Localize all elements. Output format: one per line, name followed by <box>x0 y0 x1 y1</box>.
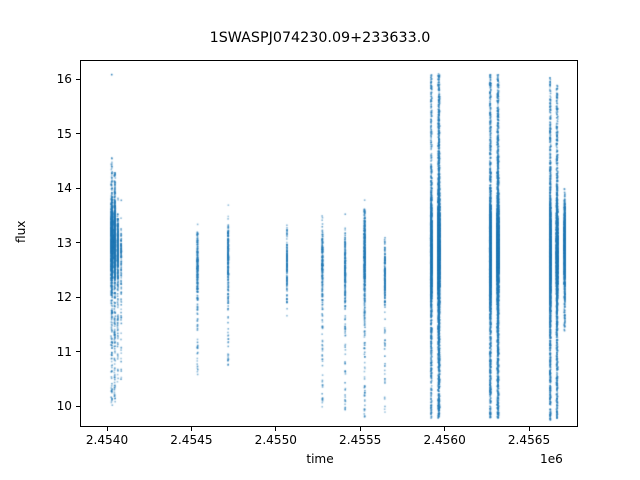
y-tick-label: 12 <box>56 290 72 305</box>
x-tick-label: 2.4560 <box>423 433 466 447</box>
x-tick-label: 2.4545 <box>170 433 213 447</box>
y-tick-mark <box>76 296 80 298</box>
y-tick-label: 16 <box>56 72 72 87</box>
y-tick-mark <box>76 405 80 407</box>
y-tick-label: 14 <box>56 181 72 196</box>
y-tick-mark <box>76 187 80 189</box>
x-tick-label: 2.4550 <box>254 433 297 447</box>
x-tick-mark <box>106 427 108 431</box>
x-tick-label: 2.4565 <box>507 433 551 447</box>
x-tick-mark <box>528 427 530 431</box>
scatter-plot-canvas <box>81 61 577 426</box>
y-axis-label: flux <box>14 220 28 243</box>
x-tick-label: 2.4540 <box>85 433 129 447</box>
x-tick-label: 2.4555 <box>339 433 382 447</box>
x-tick-mark <box>359 427 361 431</box>
page-title: 1SWASPJ074230.09+233633.0 <box>209 30 431 46</box>
y-tick-label: 15 <box>56 126 72 141</box>
y-tick-label: 13 <box>56 235 72 250</box>
plot-axes-area <box>80 60 578 427</box>
x-tick-mark <box>275 427 277 431</box>
x-tick-mark <box>190 427 192 431</box>
x-tick-mark <box>444 427 446 431</box>
y-tick-label: 11 <box>56 344 72 359</box>
y-tick-mark <box>76 351 80 353</box>
x-axis-offset-label: 1e6 <box>540 452 563 466</box>
y-tick-mark <box>76 242 80 244</box>
y-tick-mark <box>76 78 80 80</box>
y-tick-mark <box>76 133 80 135</box>
x-axis-label: time <box>306 452 334 466</box>
y-tick-label: 10 <box>56 399 72 414</box>
